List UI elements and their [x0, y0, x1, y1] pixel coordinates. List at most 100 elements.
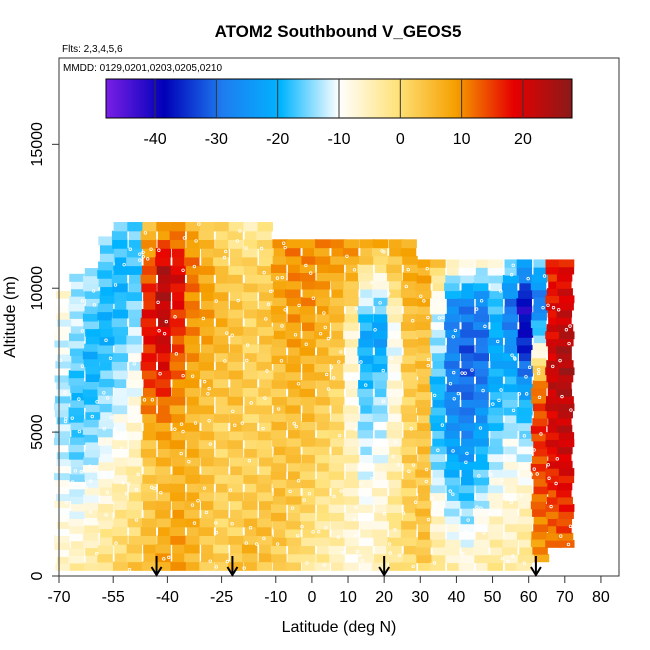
heatmap-cell	[490, 282, 506, 292]
heatmap-cell	[458, 375, 475, 385]
heatmap-cell	[285, 330, 301, 340]
heatmap-cell	[372, 239, 389, 249]
heatmap-cell	[244, 439, 261, 449]
heatmap-cell	[401, 413, 418, 422]
heatmap-cell	[286, 437, 303, 447]
heatmap-cell	[558, 468, 575, 476]
heatmap-cell	[532, 342, 549, 351]
heatmap-cell	[461, 282, 477, 292]
chart-title: ATOM2 Southbound V_GEOS5	[215, 22, 462, 41]
heatmap-cell	[475, 375, 492, 385]
heatmap-cell	[357, 421, 374, 431]
heatmap-cell	[473, 430, 489, 439]
sample-dot	[173, 427, 177, 431]
heatmap-cell	[98, 478, 114, 488]
heatmap-cell	[316, 355, 332, 365]
heatmap-cell	[229, 387, 245, 397]
heatmap-cell	[140, 230, 157, 241]
heatmap-cell	[558, 338, 574, 347]
heatmap-cell	[56, 521, 73, 529]
heatmap-cell	[285, 371, 301, 381]
sample-dot	[339, 489, 343, 493]
heatmap-cell	[155, 335, 171, 345]
heatmap-cell	[287, 272, 304, 282]
heatmap-cell	[516, 562, 532, 571]
sample-dot	[104, 338, 108, 342]
heatmap-cell	[259, 465, 275, 476]
heatmap-cell	[316, 313, 332, 323]
heatmap-cell	[53, 437, 70, 446]
heatmap-cell	[112, 535, 128, 545]
heatmap-cell	[475, 531, 492, 540]
heatmap-cell	[169, 274, 185, 284]
heatmap-cell	[444, 546, 460, 556]
heatmap-cell	[155, 343, 171, 354]
heatmap-cell	[55, 479, 72, 488]
heatmap-cell	[140, 448, 157, 458]
heatmap-cell	[272, 495, 289, 505]
heatmap-cell	[71, 503, 87, 512]
heatmap-cell	[215, 404, 232, 415]
heatmap-cell	[199, 326, 216, 336]
heatmap-cell	[530, 319, 547, 329]
sample-dot	[332, 376, 336, 380]
heatmap-cell	[429, 562, 446, 571]
heatmap-cell	[389, 446, 405, 456]
heatmap-cell	[68, 377, 84, 386]
sample-dot	[228, 488, 233, 492]
heatmap-cell	[155, 465, 171, 476]
heatmap-cell	[431, 500, 447, 509]
heatmap-cell	[171, 248, 188, 258]
heatmap-cell	[184, 335, 200, 345]
chart-subtitle-dates: MMDD: 0129,0201,0203,0205,0210	[63, 63, 222, 74]
heatmap-cell	[415, 290, 432, 299]
heatmap-cell	[314, 363, 330, 373]
heatmap-cell	[287, 470, 304, 480]
heatmap-cell	[113, 413, 129, 423]
heatmap-cell	[417, 344, 434, 354]
heatmap-cell	[488, 344, 504, 354]
heatmap-cell	[213, 387, 230, 397]
heatmap-cell	[56, 381, 72, 390]
heatmap-cell	[98, 236, 114, 246]
heatmap-cell	[531, 433, 547, 442]
heatmap-cell	[533, 372, 550, 381]
heatmap-cell	[242, 248, 258, 258]
heatmap-cell	[114, 291, 130, 301]
heatmap-cell	[358, 537, 375, 547]
heatmap-cell	[345, 313, 361, 323]
heatmap-cell	[475, 414, 492, 424]
heatmap-cell	[227, 317, 243, 328]
sample-dot	[235, 239, 240, 243]
heatmap-cell	[242, 552, 258, 563]
sample-dot	[79, 470, 84, 474]
heatmap-cell	[54, 298, 70, 306]
heatmap-cell	[242, 387, 259, 397]
heatmap-cell	[171, 387, 188, 397]
heatmap-cell	[344, 495, 360, 505]
sample-dot	[149, 247, 153, 251]
heatmap-cell	[272, 297, 288, 307]
heatmap-cell	[530, 463, 547, 472]
sample-dot	[190, 374, 195, 378]
sample-dot	[173, 315, 177, 319]
heatmap-cell	[185, 474, 201, 484]
y-tick-label: 10000	[29, 266, 46, 311]
heatmap-cell	[155, 256, 171, 267]
heatmap-cell	[158, 361, 174, 371]
sample-dot	[134, 487, 139, 492]
sample-dot	[453, 328, 458, 333]
heatmap-cell	[444, 352, 461, 362]
heatmap-cell	[374, 470, 390, 480]
heatmap-cell	[403, 388, 420, 398]
heatmap-cell	[401, 479, 417, 489]
heatmap-cell	[503, 290, 519, 299]
heatmap-cell	[545, 540, 561, 548]
heatmap-cell	[431, 313, 448, 323]
heatmap-cell	[417, 422, 433, 431]
heatmap-cell	[243, 491, 260, 502]
sample-dot	[381, 368, 385, 373]
heatmap-cell	[142, 430, 159, 441]
heatmap-cell	[228, 491, 244, 502]
heatmap-cell	[215, 239, 231, 249]
